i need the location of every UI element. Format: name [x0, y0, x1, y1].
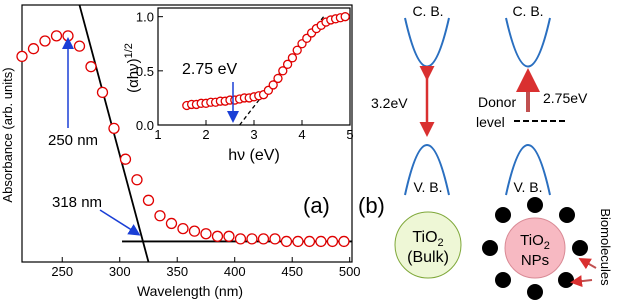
annotation: 2.75 eV [182, 61, 237, 78]
data-point [280, 235, 293, 248]
donor-label: level [476, 114, 505, 130]
y-tick-label: 0.5 [136, 64, 154, 79]
biomolecules-label: Biomolecules [598, 208, 613, 286]
data-point [292, 45, 302, 55]
y-tick-label: 0.0 [136, 118, 154, 133]
formula: TiO [520, 232, 544, 249]
x-tick-label: 300 [109, 264, 131, 279]
data-point [287, 53, 298, 63]
data-point [119, 153, 132, 165]
gap-label: 2.75eV [543, 90, 588, 106]
data-point [234, 233, 247, 245]
particle-label: NPs [521, 252, 549, 269]
data-point [73, 40, 86, 52]
arrow [99, 209, 141, 236]
annotation: 318 nm [52, 194, 102, 211]
annotation: 250 nm [48, 132, 98, 149]
data-point [303, 235, 316, 248]
data-point [257, 233, 270, 245]
y-axis-label: (αhν)1/2 [123, 43, 142, 93]
data-point [142, 194, 155, 206]
particle-label: (Bulk) [407, 249, 449, 266]
gap-label: 3.2eV [371, 95, 408, 111]
data-point [340, 12, 350, 22]
x-tick-label: 350 [166, 264, 188, 279]
y-axis-label-base: (αhν) [125, 58, 142, 93]
donor-label: Donor [478, 94, 516, 110]
data-point [292, 235, 304, 248]
x-tick-label: 4 [298, 127, 305, 142]
data-point [39, 35, 51, 47]
x-tick-label: 1 [154, 127, 161, 142]
formula: TiO [412, 229, 437, 246]
data-point [177, 222, 189, 235]
bio-arrow [578, 258, 597, 270]
particle-formula: TiO2 [412, 229, 443, 249]
band-label: V. B. [513, 179, 542, 195]
data-point [269, 233, 281, 245]
biomolecule-dots [482, 197, 588, 300]
data-point [96, 86, 109, 99]
band-label: C. B. [512, 3, 543, 19]
data-point [85, 61, 97, 73]
particle-formula: TiO2 [520, 232, 550, 252]
data-point [273, 73, 283, 84]
data-point [211, 230, 224, 242]
x-tick-label: 500 [339, 264, 361, 279]
y-axis-label-sup: 1/2 [123, 43, 135, 58]
x-axis-label: hν (eV) [228, 147, 280, 164]
data-point [338, 235, 350, 248]
data-point [27, 43, 40, 55]
panel-label: (b) [358, 193, 385, 218]
y-tick-label: 1.0 [136, 10, 154, 25]
data-point [108, 122, 120, 135]
x-axis-label: Wavelength (nm) [137, 283, 243, 299]
bio-arrow [570, 275, 593, 288]
data-point [200, 228, 212, 240]
x-tick-label: 250 [51, 264, 73, 279]
subscript: 2 [544, 240, 550, 252]
x-tick-label: 5 [346, 127, 353, 142]
panel-label: (a) [303, 193, 330, 218]
data-point [278, 66, 288, 76]
data-point [315, 235, 327, 248]
np-particle [504, 217, 566, 279]
data-point [50, 30, 63, 42]
data-point [188, 225, 201, 237]
subscript: 2 [438, 237, 444, 249]
bulk-particle [394, 211, 462, 279]
band-label: V. B. [413, 179, 442, 195]
data-point [246, 233, 258, 245]
x-tick-label: 400 [224, 264, 246, 279]
data-point [282, 59, 293, 69]
data-point [16, 50, 28, 63]
data-point [154, 210, 166, 222]
y-axis-label: Absorbance (arb. units) [0, 67, 15, 202]
data-point [62, 30, 74, 42]
x-tick-label: 3 [250, 127, 257, 142]
x-tick-label: 2 [202, 127, 209, 142]
data-point [268, 80, 278, 90]
data-point [326, 235, 339, 248]
data-point [165, 217, 178, 230]
band-label: C. B. [412, 3, 443, 19]
x-tick-label: 450 [281, 264, 303, 279]
data-point [223, 230, 235, 242]
data-point [131, 174, 143, 186]
